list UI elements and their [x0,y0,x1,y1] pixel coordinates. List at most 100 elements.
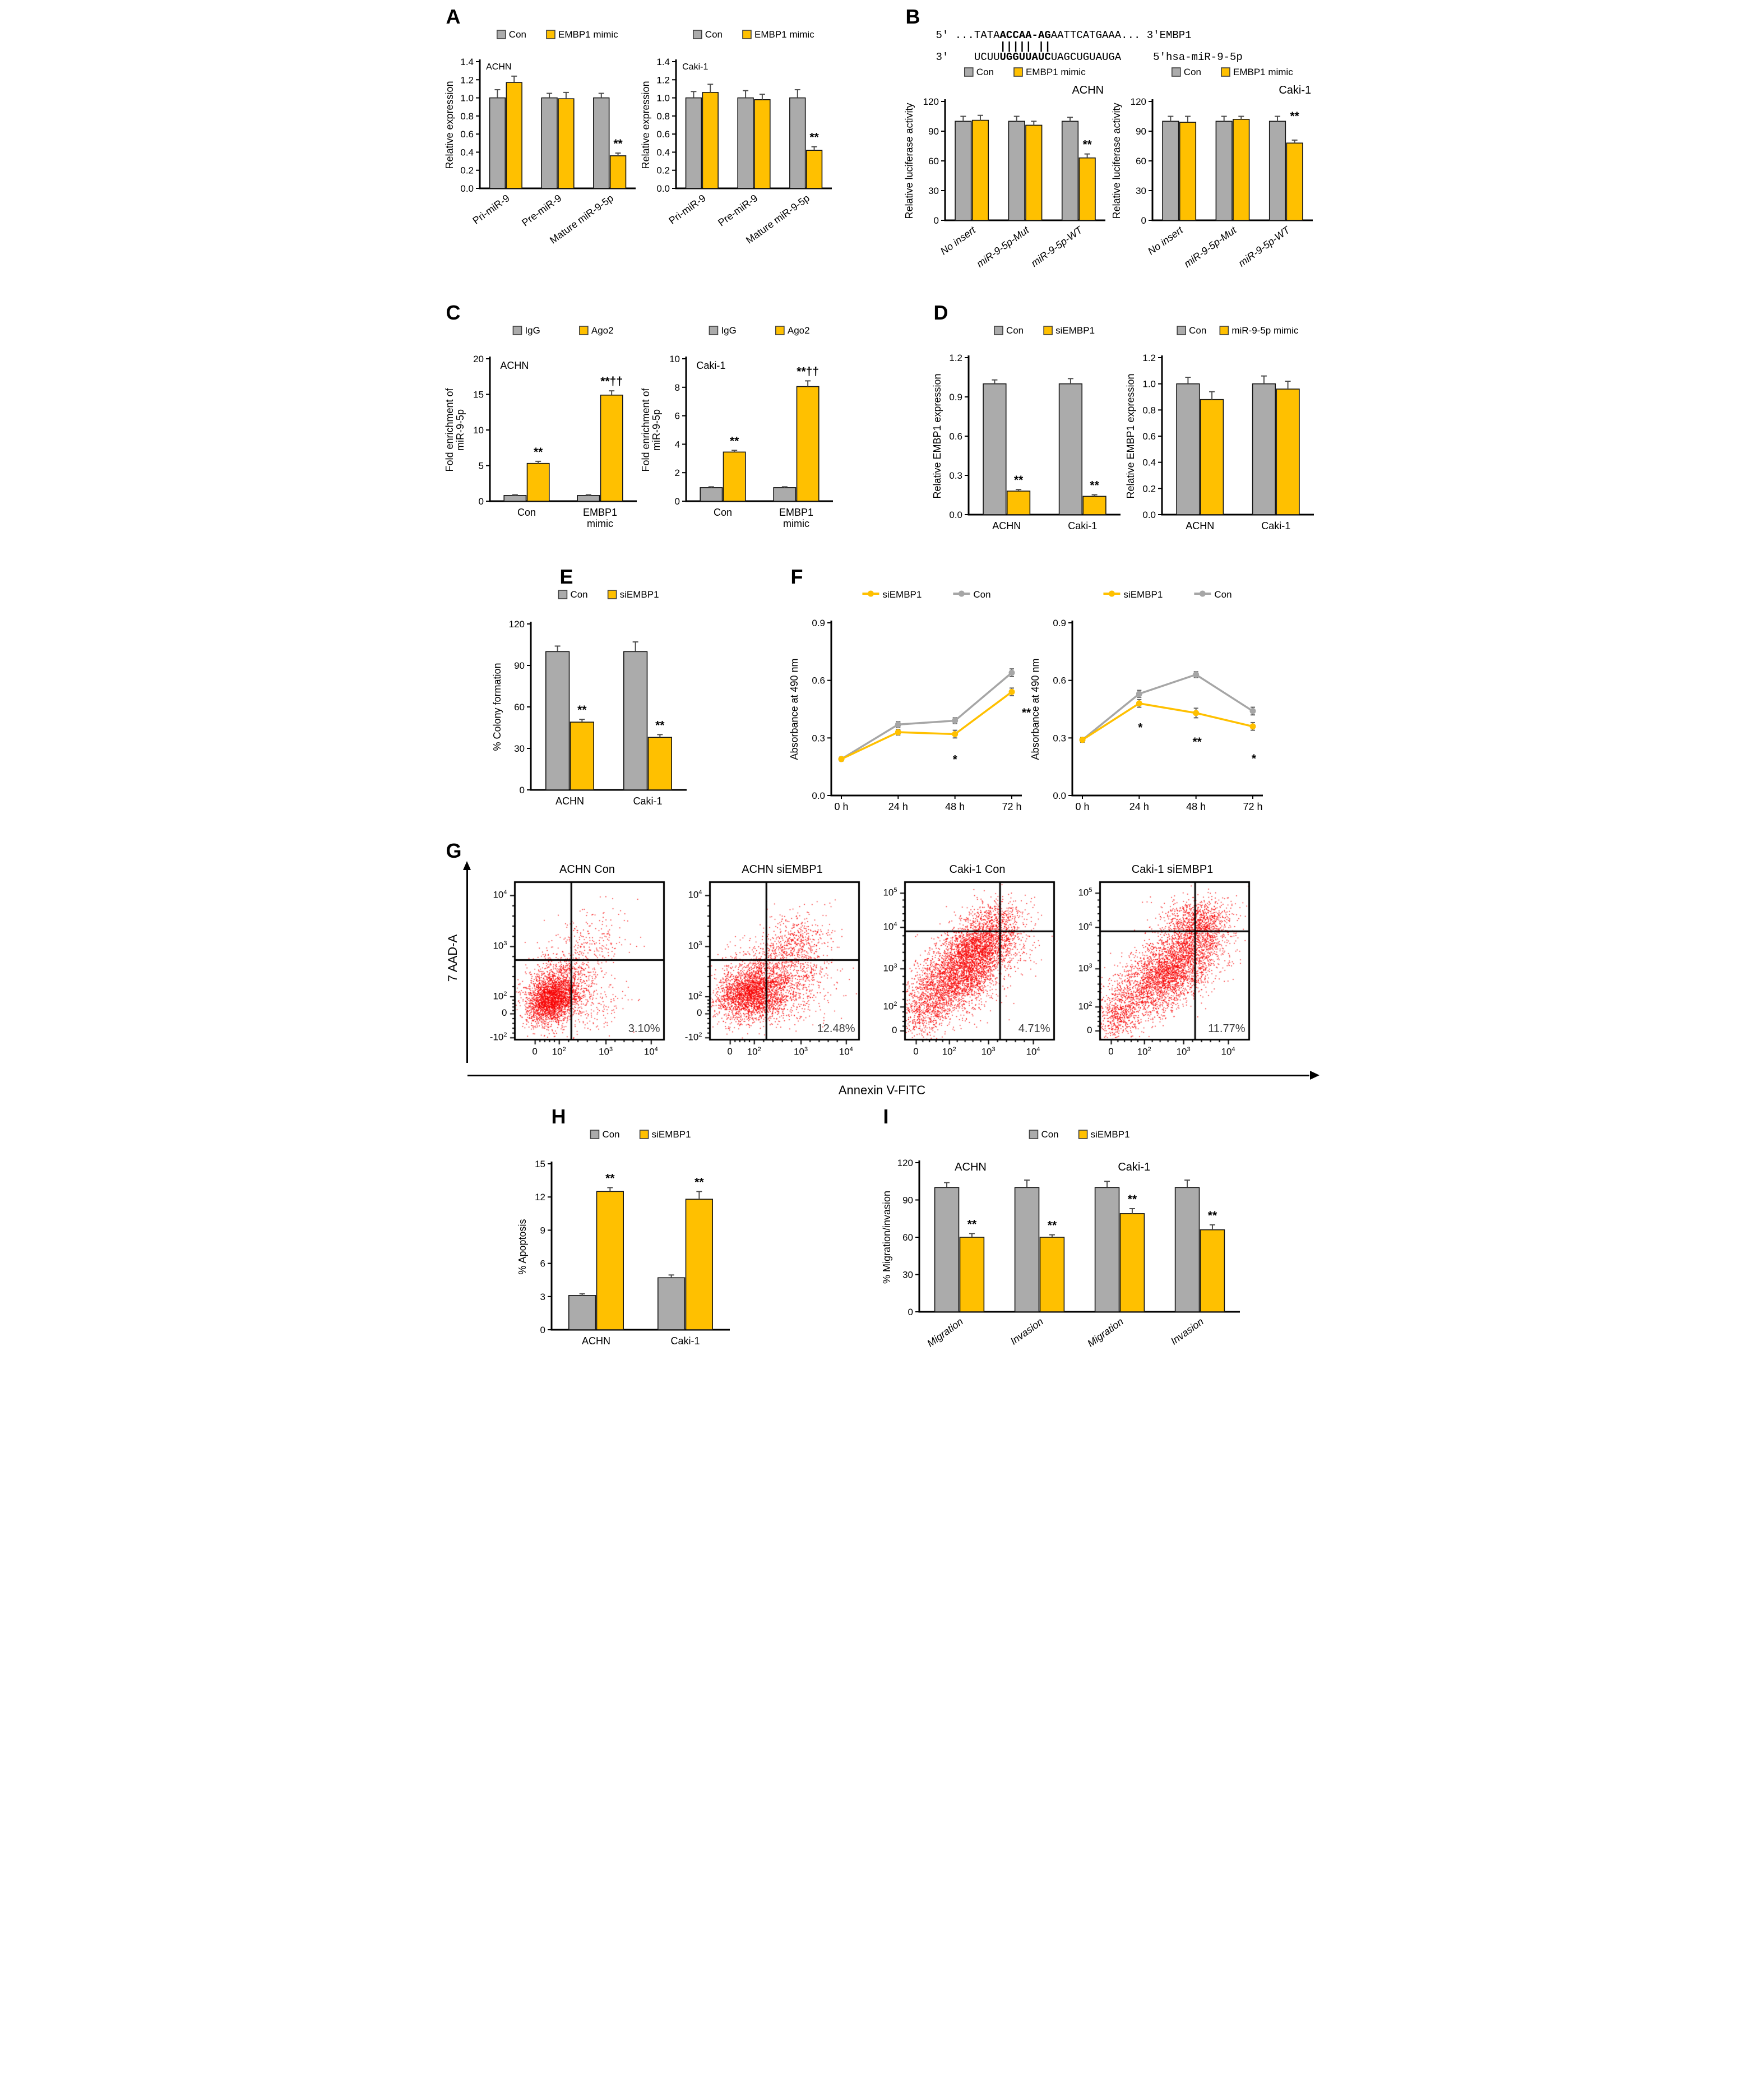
series-line-siembp1 [840,691,1012,760]
panel-h: H Con siEMBP1 0 3 6 9 12 15 % Apoptosis ACHN Caki-… [517,1104,737,1365]
bar-mir-9-5p-mimic [1200,399,1224,515]
y-tick-label: 0.2 [1142,483,1156,494]
data-point [1136,690,1142,697]
data-point [1008,669,1015,676]
x-tick-label: 102 [1137,1046,1151,1057]
legend-swatch [607,589,617,599]
quadrant-percentage: 11.77% [1208,1022,1246,1035]
bar-con [1061,121,1078,221]
chart-d-mir-mimic: Con miR-9-5p mimic 0.0 0.2 0.4 0.6 0.8 1.0 1.2 Re… [1125,323,1319,550]
legend-swatch [964,67,974,77]
legend-label: Ago2 [787,325,809,336]
category-label: Con [713,507,731,518]
y-axis-label: Relative luciferase activity [1112,103,1122,219]
y-tick-label: 0.0 [812,790,825,801]
quadrant-percentage: 4.71% [1018,1022,1050,1035]
y-tick-label: 102 [1078,1001,1092,1012]
panel-h-label: H [551,1104,566,1128]
panel-d-charts: Con siEMBP1 0.0 0.3 0.6 0.9 1.2 Relative EMBP1 … [932,323,1319,550]
y-tick-label: 0.8 [460,111,474,122]
y-tick-label: 8 [674,382,679,392]
category-label: ACHN [555,795,584,807]
category-label: miR-9-5p-Mut [1182,224,1239,269]
bar-igg [772,487,796,502]
y-tick-label: 0.4 [1142,457,1156,468]
legend-swatch [545,30,555,39]
x-tick-label: 48 h [1186,801,1206,812]
y-tick-label: 120 [923,96,938,107]
x-tick-label: 72 h [1243,801,1262,812]
y-axis-label: Fold enrichment of [641,387,651,471]
x-tick-label: 24 h [888,801,908,812]
y-axis-label: Relative expression [445,81,455,169]
y-tick-label: 0.0 [460,183,474,194]
chart-e-colony: Con siEMBP1 0 30 60 90 120 % Colony formation AC… [492,587,695,825]
y-tick-label: 0.2 [460,165,474,176]
sequence-text: 3' UCUU [936,50,1000,63]
y-tick-label: 0 [1141,215,1146,226]
legend-swatch [558,589,567,599]
legend-swatch [578,325,589,335]
y-tick-label: 0.4 [656,147,670,158]
legend-marker [867,590,874,597]
category-label: miR-9-5p-WT [1236,224,1293,269]
legend-swatch [1043,325,1053,335]
x-tick-label: 102 [942,1046,956,1057]
legend-swatch [639,1129,649,1139]
y-tick-label: 0.0 [656,183,670,194]
significance-mark: ** [655,719,665,732]
bar-siembp1 [596,1191,624,1330]
legend-swatch [993,325,1003,335]
legend-label: Con [705,29,722,40]
cell-line-label: ACHN [486,62,511,72]
legend-label: IgG [525,325,540,336]
y-tick-label: 0.2 [656,165,670,176]
y-tick-label: 30 [928,186,939,196]
panel-c: C IgG Ago2 0 5 10 15 20 Fold enrichment of miR-9… [444,302,837,556]
bar-siembp1 [1200,1229,1225,1312]
legend-label: Con [1189,325,1206,336]
bar-con [982,383,1007,515]
cell-line-label: ACHN [955,1161,987,1173]
y-tick-label: 1.4 [460,57,474,67]
category-label: miR-9-5p-Mut [974,224,1031,269]
panel-g: G 7 AAD-A ACHN Con 104 103 102 0 -102 0 102 103 1… [445,840,1319,1098]
legend-swatch [775,325,785,335]
y-tick-label: 0.6 [460,129,474,140]
quadrant-percentage: 3.10% [628,1022,660,1035]
legend-swatch [1013,67,1023,77]
y-tick-label: 20 [473,354,484,364]
cell-line-label: Caki-1 [682,62,708,72]
bar-con [623,651,647,790]
x-tick-label: 103 [794,1046,808,1057]
data-point [1136,700,1142,706]
category-label: mimic [587,518,613,529]
chart-b-caki: Con EMBP1 mimic 0 30 60 90 120 Relative lucifer… [1111,64,1319,292]
y-axis-label: Relative EMBP1 expression [1126,373,1136,498]
y-tick-label: 1.0 [656,93,670,104]
y-axis-line [466,868,468,1063]
flow-title: ACHN siEMBP1 [742,863,823,876]
significance-mark: ** [729,434,739,447]
category-label: Caki-1 [1261,520,1290,531]
significance-mark: **†† [797,365,819,378]
figure: A Con EMBP1 mimic 0.0 0.2 0.4 0.6 0.8 1.0 1.2 1.4… [440,0,1324,1387]
category-label: Migration [1085,1316,1126,1349]
x-tick-label: 48 h [945,801,965,812]
series-line-con [840,672,1012,760]
significance-mark: ** [809,131,819,144]
row-2: C IgG Ago2 0 5 10 15 20 Fold enrichment of miR-9… [444,302,1319,556]
bar-con [1175,383,1200,515]
chart-c-caki: IgG Ago2 0 2 4 6 8 10 Fold enrichment of miR-9-5p… [640,323,837,556]
legend-label: Con [1183,67,1201,77]
y-tick-label: 104 [1078,921,1092,932]
sequence-text: UAGCUGUAUGA 5'hsa-miR-9-5p [1050,50,1243,63]
y-axis-label: Absorbance at 490 nm [1031,658,1041,760]
panel-i: I Con siEMBP1 0 30 60 90 120 % Migration/invasi… [881,1106,1247,1382]
legend: Con siEMBP1 [590,1129,691,1140]
chart-c_caki: IgG Ago2 0 2 4 6 8 10 Fold enrichment of miR-9-5p… [640,325,833,529]
legend-swatch [1176,325,1186,335]
sequence-text: 5' ...TATA [936,29,1000,41]
category-label: Pre-miR-9 [520,192,563,228]
y-tick-label: 30 [514,743,525,754]
